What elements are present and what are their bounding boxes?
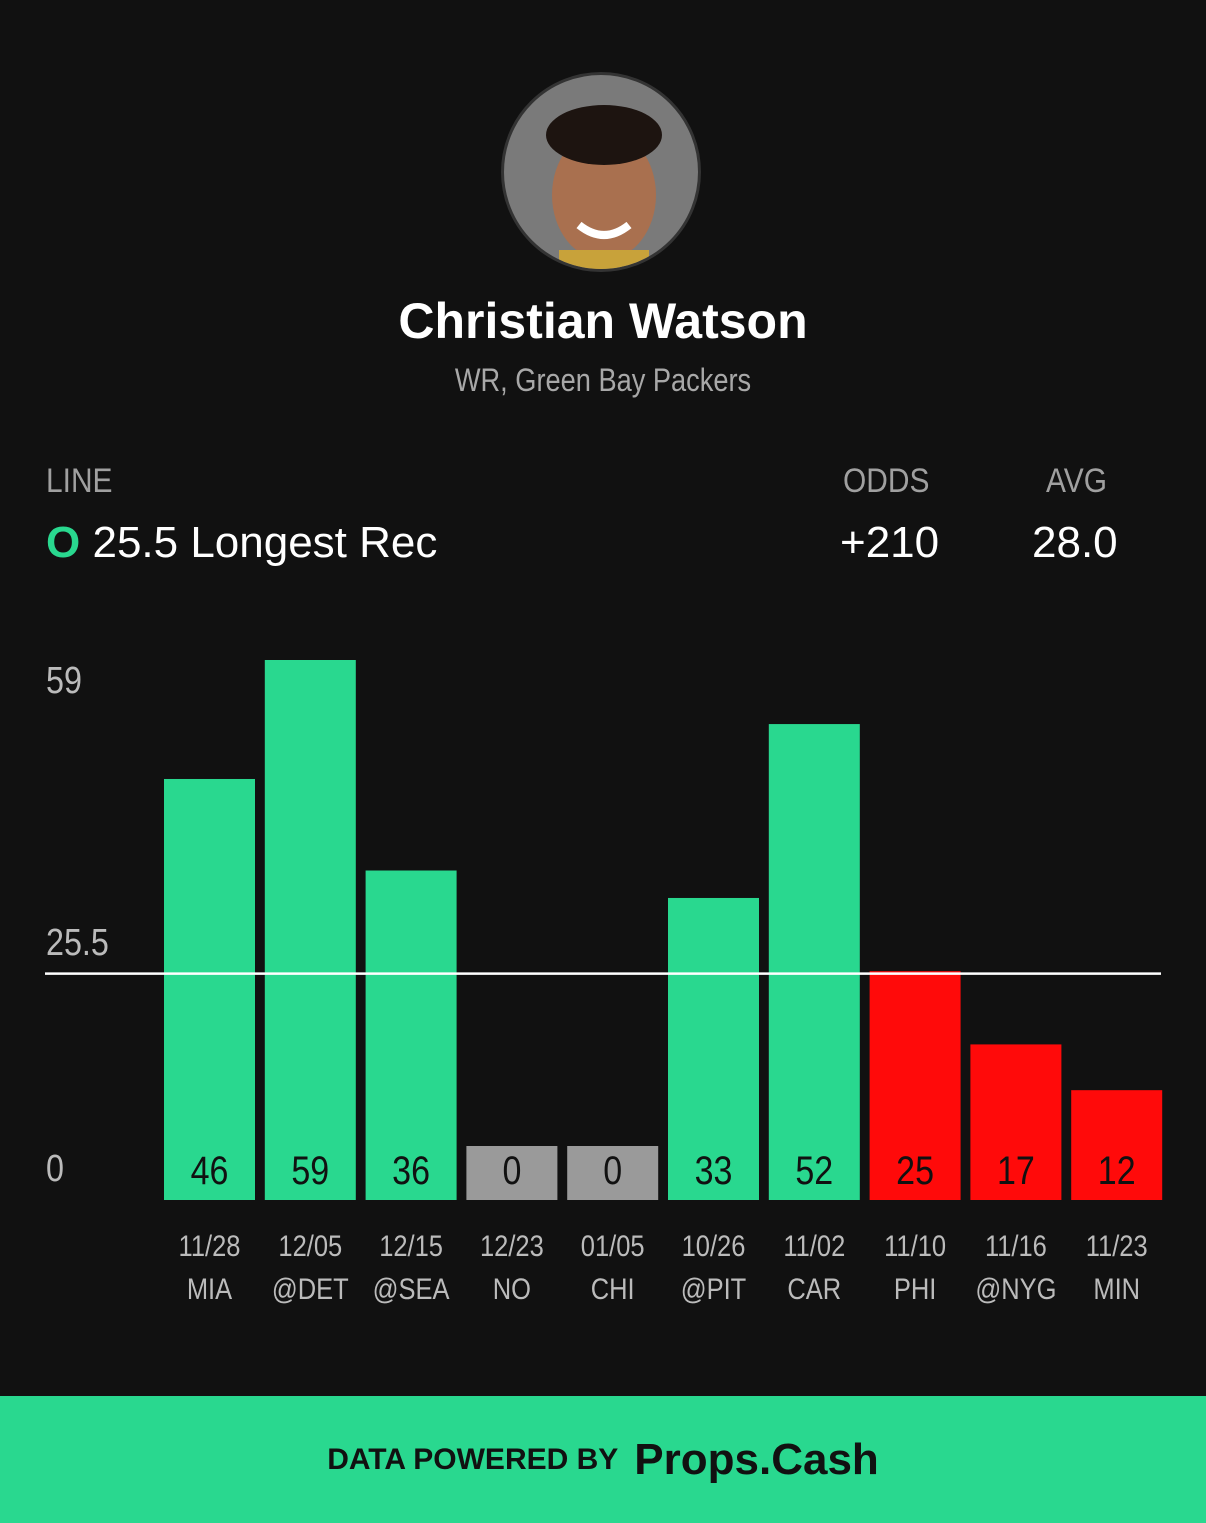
x-tick-date: 11/02: [783, 1229, 845, 1262]
odds-value: +210: [840, 518, 940, 567]
bar: [970, 1044, 1062, 1200]
x-tick-opponent: MIA: [187, 1272, 233, 1305]
bar-value-label: 25: [896, 1147, 934, 1192]
x-tick-date: 11/23: [1086, 1229, 1148, 1262]
line-text: 25.5 Longest Rec: [92, 518, 438, 567]
player-subtitle: WR, Green Bay Packers: [454, 362, 752, 398]
x-tick-date: 11/28: [179, 1229, 241, 1262]
bar: [466, 1146, 558, 1200]
x-tick-date: 12/23: [480, 1229, 544, 1262]
bar-value-label: 12: [1098, 1147, 1136, 1192]
y-tick-max: 59: [46, 660, 82, 702]
player-photo-icon: [546, 105, 662, 269]
x-tick-opponent: MIN: [1093, 1272, 1140, 1305]
brand-logo: Props.Cash: [634, 1434, 879, 1484]
x-tick-opponent: CAR: [787, 1272, 841, 1305]
player-name: Christian Watson: [398, 293, 808, 349]
over-indicator: O: [46, 518, 81, 567]
bar: [264, 660, 356, 1200]
bar: [668, 897, 759, 1200]
bar-value-label: 46: [191, 1147, 229, 1192]
x-tick-date: 01/05: [581, 1229, 645, 1262]
x-tick-opponent: CHI: [591, 1272, 635, 1305]
avg-value: 28.0: [1032, 518, 1118, 567]
footer-prefix: DATA POWERED BY: [327, 1442, 619, 1476]
footer: DATA POWERED BY Props.Cash: [0, 1396, 1206, 1523]
line-value: O 25.5 Longest Rec: [46, 518, 437, 568]
bar: [1071, 1090, 1163, 1200]
player-avatar: [501, 72, 701, 272]
bar-value-label: 17: [997, 1147, 1035, 1192]
bar: [768, 724, 860, 1200]
y-tick-line: 25.5: [46, 922, 109, 964]
x-tick-opponent: @DET: [272, 1272, 349, 1305]
bar: [164, 778, 255, 1200]
x-tick-date: 12/15: [379, 1229, 443, 1262]
x-tick-date: 11/16: [985, 1229, 1047, 1262]
bar-value-label: 59: [291, 1147, 329, 1192]
bar-value-label: 33: [695, 1147, 733, 1192]
bar-value-label: 52: [795, 1147, 833, 1192]
x-tick-date: 12/05: [278, 1229, 342, 1262]
bar-value-label: 0: [603, 1147, 622, 1192]
x-tick-opponent: @NYG: [975, 1272, 1056, 1305]
x-tick-date: 10/26: [682, 1229, 746, 1262]
avg-header: AVG: [1046, 462, 1107, 500]
x-tick-opponent: @PIT: [681, 1272, 747, 1305]
bar: [365, 870, 457, 1200]
x-tick-opponent: NO: [493, 1272, 531, 1305]
x-tick-opponent: PHI: [894, 1272, 936, 1305]
x-tick-date: 11/10: [884, 1229, 946, 1262]
bar-value-label: 0: [502, 1147, 521, 1192]
y-tick-zero: 0: [46, 1148, 64, 1190]
x-tick-opponent: @SEA: [373, 1272, 450, 1305]
bar-chart: 46 11/28 MIA 59 12/05 @DET 36 12/15 @SEA 0 12/23 NO…: [45, 660, 1163, 1305]
line-header: LINE: [46, 462, 113, 500]
bar-value-label: 36: [392, 1147, 430, 1192]
odds-header: ODDS: [843, 462, 930, 500]
bar: [567, 1146, 659, 1200]
bar: [869, 971, 961, 1200]
